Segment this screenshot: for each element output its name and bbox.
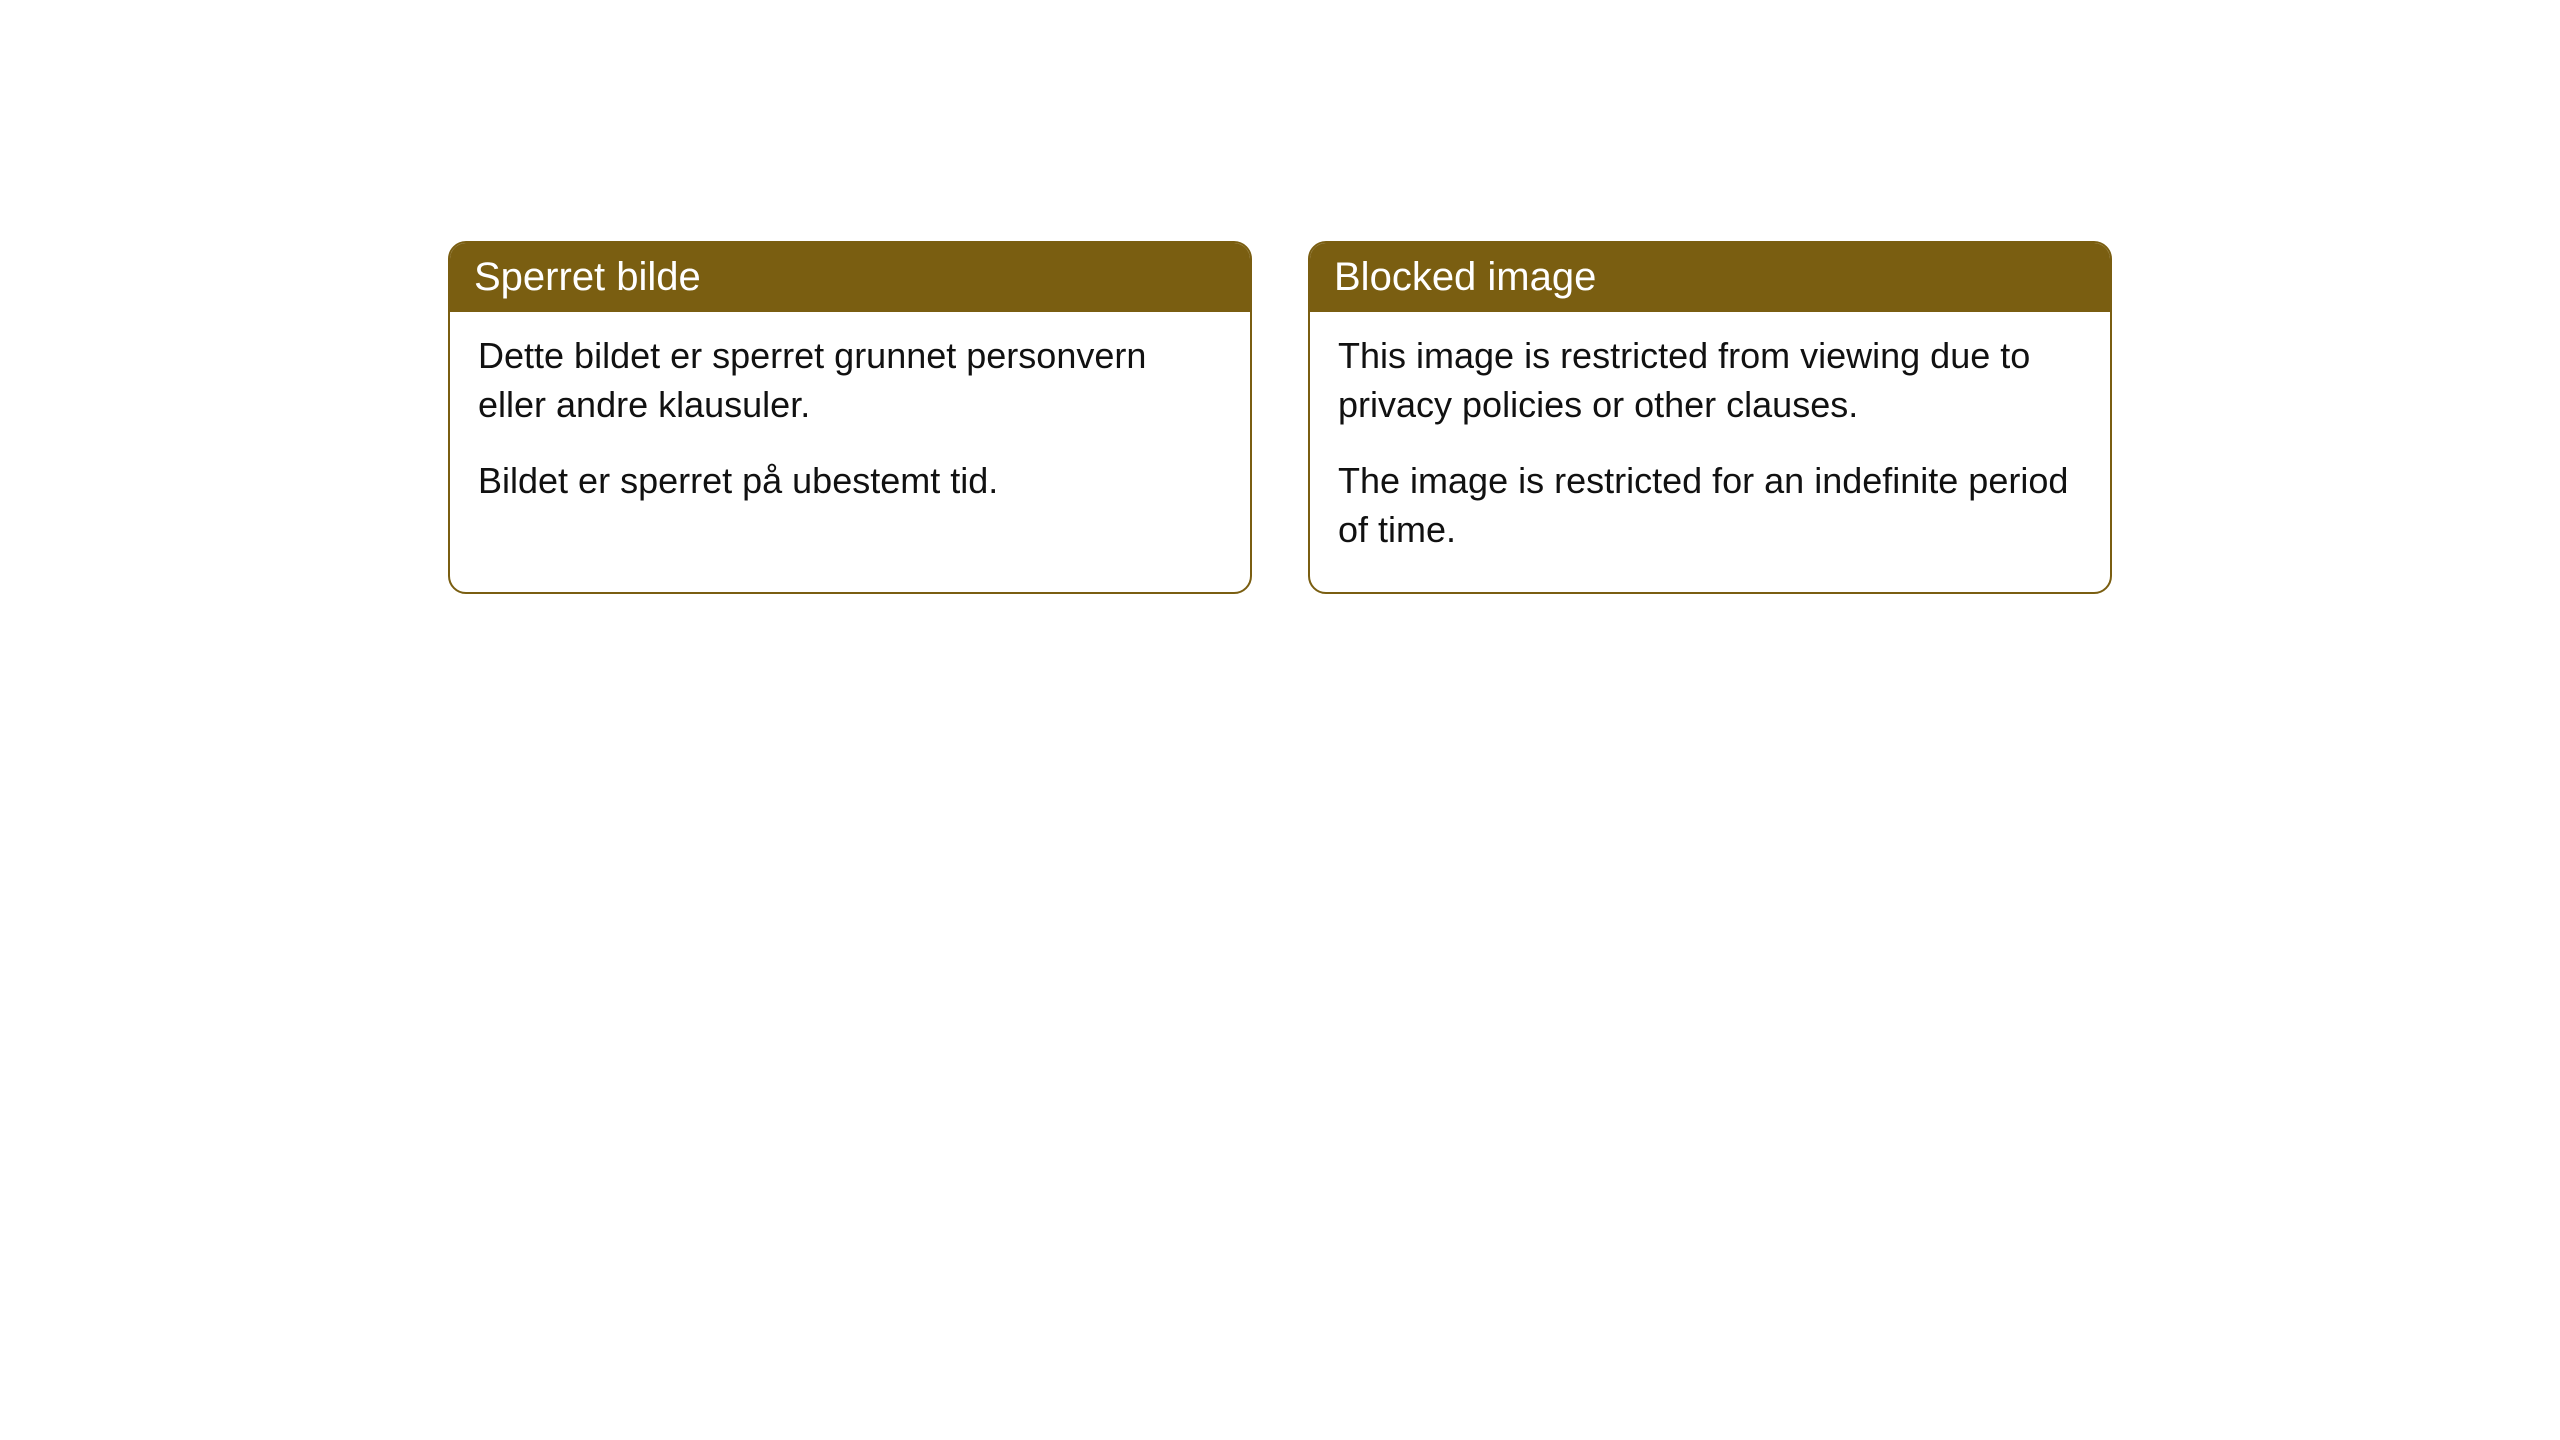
card-paragraph: Dette bildet er sperret grunnet personve… [478,332,1222,429]
notice-cards-container: Sperret bilde Dette bildet er sperret gr… [448,241,2112,594]
card-header: Sperret bilde [450,243,1250,312]
card-body: This image is restricted from viewing du… [1310,312,2110,592]
card-paragraph: This image is restricted from viewing du… [1338,332,2082,429]
card-body: Dette bildet er sperret grunnet personve… [450,312,1250,544]
notice-card-english: Blocked image This image is restricted f… [1308,241,2112,594]
card-paragraph: The image is restricted for an indefinit… [1338,457,2082,554]
card-header: Blocked image [1310,243,2110,312]
notice-card-norwegian: Sperret bilde Dette bildet er sperret gr… [448,241,1252,594]
card-paragraph: Bildet er sperret på ubestemt tid. [478,457,1222,506]
